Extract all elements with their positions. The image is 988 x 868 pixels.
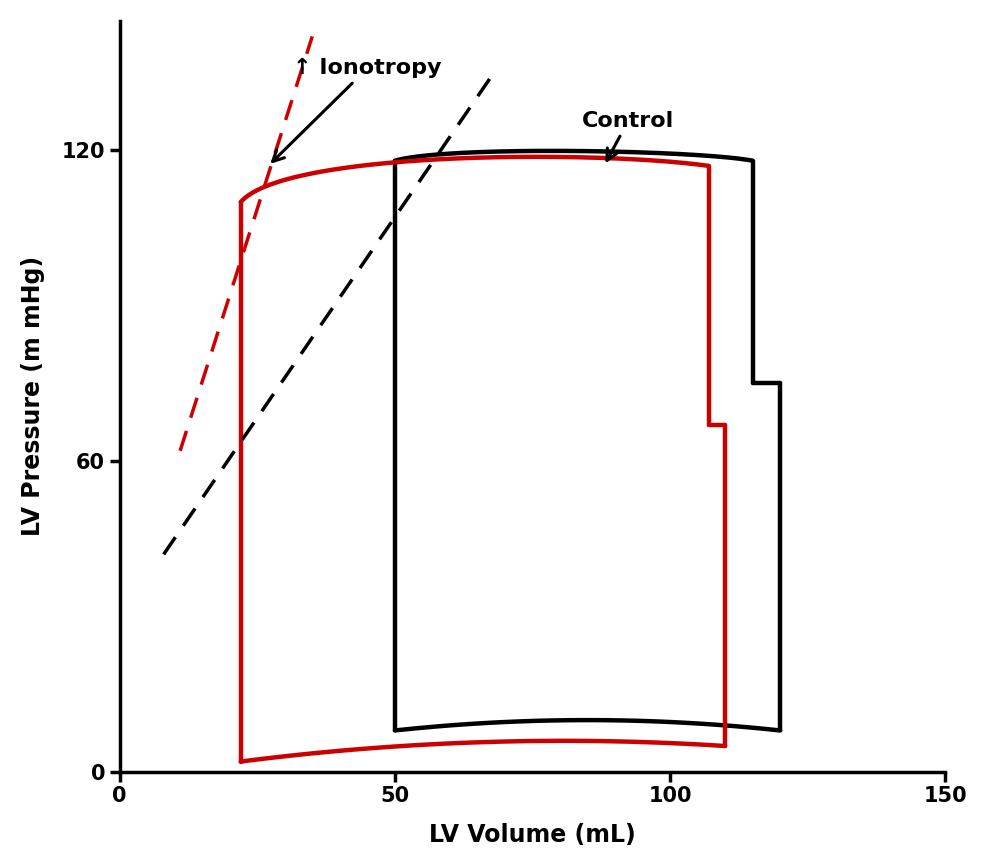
X-axis label: LV Volume (mL): LV Volume (mL) <box>429 823 636 847</box>
Text: Control: Control <box>582 111 674 161</box>
Y-axis label: LV Pressure (m mHg): LV Pressure (m mHg) <box>21 256 44 536</box>
Text: ↑ Ionotropy: ↑ Ionotropy <box>273 58 442 161</box>
